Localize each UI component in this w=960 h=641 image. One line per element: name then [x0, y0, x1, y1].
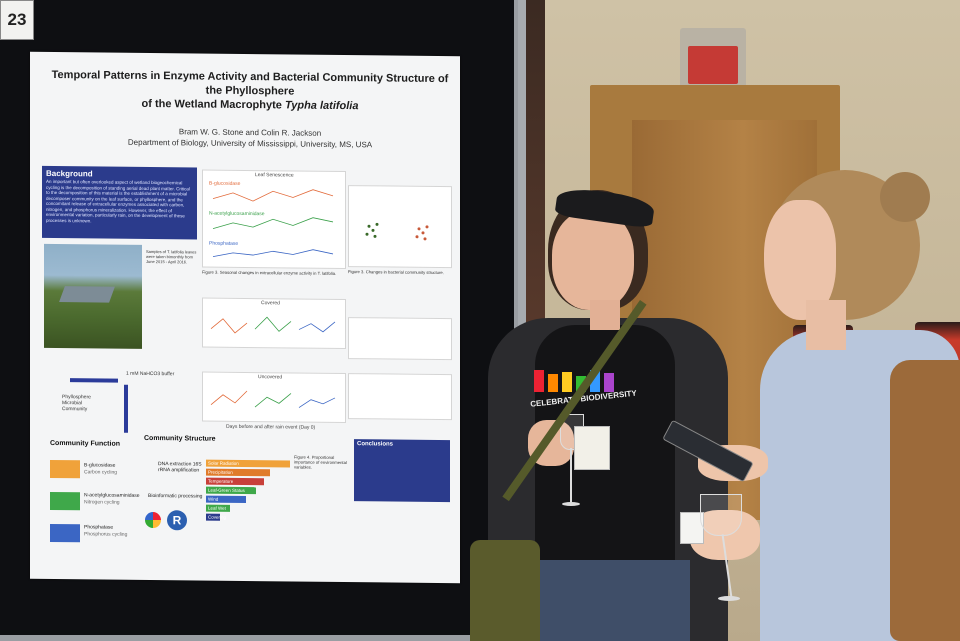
- bar-solar: Solar Radiation: [206, 459, 290, 468]
- poster-title: Temporal Patterns in Enzyme Activity and…: [50, 68, 450, 114]
- neck-left: [590, 300, 620, 330]
- figure-caption: Figure 3. Changes in bacterial community…: [348, 269, 444, 276]
- r-logo-icon: R: [167, 510, 187, 531]
- uncovered-community-chart: [348, 373, 452, 421]
- enzyme-swatch: [50, 459, 80, 479]
- enzyme-name: B-glucosidase: [84, 462, 116, 469]
- ordination-chart: [348, 185, 452, 269]
- face-left: [552, 210, 634, 310]
- enzyme-timeseries-chart: Leaf Senescence B-glucosidase N-acetylgl…: [202, 169, 346, 270]
- enzyme-name: Phosphatase: [84, 524, 114, 531]
- bar-covering: Covering: [206, 513, 227, 521]
- chart-lines: [212, 189, 334, 258]
- bioinformatic-text: Bioinformatic processing: [148, 492, 203, 500]
- buffer-label: 1 mM NaHCO3 buffer: [126, 370, 175, 378]
- community-function-heading: Community Function: [50, 439, 120, 448]
- name-badge: [574, 426, 610, 470]
- enzyme-swatch: [50, 523, 80, 543]
- field-photo: [44, 243, 142, 349]
- poster-authors: Bram W. G. Stone and Colin R. Jackson De…: [90, 125, 410, 150]
- conclusions-box: Conclusions: [354, 439, 450, 503]
- bar-leafgreen: Leaf-Green Status: [206, 486, 256, 495]
- wine-glass-icon: [700, 494, 742, 606]
- jeans: [520, 560, 690, 641]
- board-frame: [518, 0, 526, 641]
- hair-bun: [880, 172, 930, 222]
- uncovered-chart: Uncovered: [202, 371, 346, 424]
- research-poster: Temporal Patterns in Enzyme Activity and…: [30, 51, 460, 584]
- community-structure-heading: Community Structure: [144, 434, 216, 443]
- brown-purse: [890, 360, 960, 641]
- arrow-right-icon: [70, 378, 118, 383]
- exit-sign: [680, 28, 746, 90]
- enzyme-role: Carbon cycling: [84, 469, 118, 476]
- background-section: Background An important but often overlo…: [42, 165, 197, 240]
- enzyme-role: Phosphorus cycling: [84, 531, 128, 538]
- enzyme-role: Nitrogen cycling: [84, 499, 120, 506]
- uncovered-lines: [210, 390, 336, 408]
- photo-caption: Samples of T. latifolia leaves were take…: [146, 248, 197, 265]
- neck-right: [806, 300, 846, 350]
- green-bag: [470, 540, 540, 641]
- bar-leafwet: Leaf Wet: [206, 504, 230, 512]
- dna-text: DNA extraction 16S rRNA amplification: [158, 461, 202, 474]
- bar-wind: Wind: [206, 495, 246, 504]
- enzyme-name: N-acetylglucosaminidase: [84, 492, 140, 499]
- figure-caption: Figure 4. Proportional importance of env…: [294, 454, 347, 471]
- covered-community-chart: [348, 317, 452, 361]
- enzyme-swatch: [50, 491, 80, 511]
- background-text: An important but often overlooked aspect…: [46, 178, 190, 223]
- x-axis-label: Days before and after rain event (Day 0): [226, 423, 316, 431]
- scatter-points: [365, 222, 429, 241]
- title-line-1: Temporal Patterns in Enzyme Activity and…: [51, 68, 449, 98]
- title-line-2: of the Wetland Macrophyte: [141, 97, 285, 112]
- figure-caption: Figure 3. Seasonal changes in extracellu…: [202, 269, 337, 276]
- bar-precip: Precipitation: [206, 468, 270, 477]
- community-label: Phyllosphere Microbial Community: [62, 394, 91, 413]
- conclusions-heading: Conclusions: [357, 441, 394, 448]
- affiliation: Department of Biology, University of Mis…: [127, 137, 373, 150]
- covered-lines: [210, 316, 336, 334]
- mothur-logo-icon: [145, 511, 161, 529]
- arrow-down-icon: [124, 384, 128, 433]
- board-number-tag: 23: [0, 0, 34, 40]
- bar-temp: Temperature: [206, 477, 264, 486]
- covered-chart: Covered: [202, 297, 346, 350]
- species-name: Typha latifolia: [284, 99, 359, 113]
